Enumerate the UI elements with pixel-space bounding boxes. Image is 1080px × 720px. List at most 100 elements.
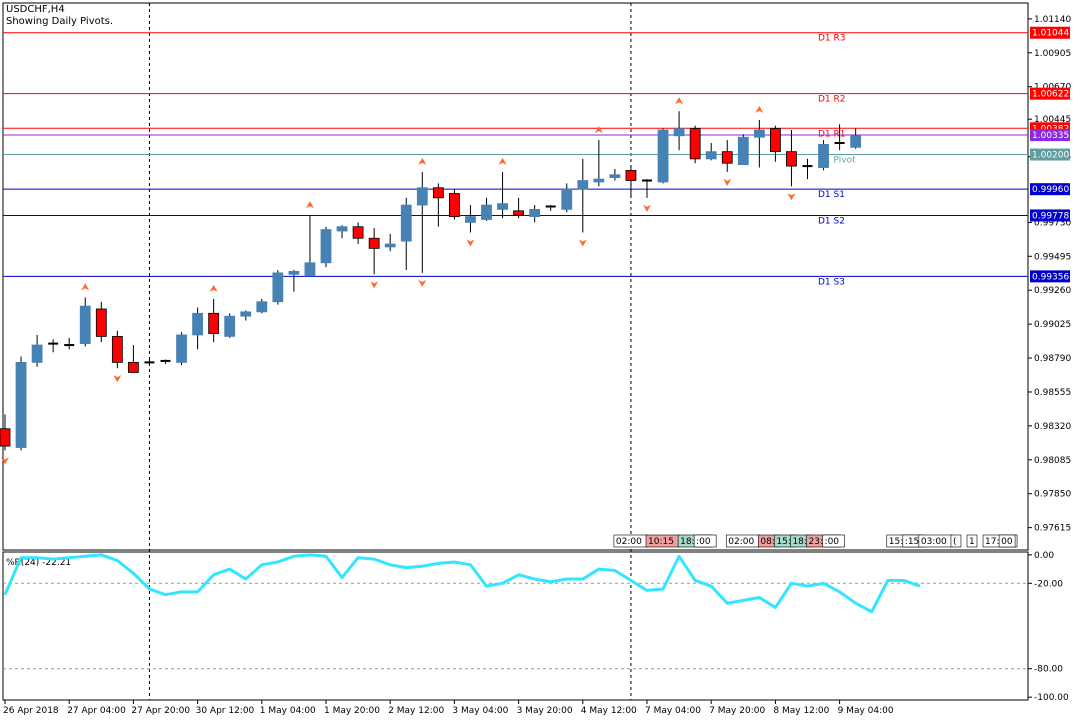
- candle-body: [208, 312, 220, 334]
- candle-body: [111, 335, 123, 363]
- fractal-up-arrow: [418, 157, 427, 165]
- event-tag-box: [693, 534, 717, 548]
- price-tick-label: 0.97850: [1034, 490, 1071, 500]
- candle-body: [721, 151, 733, 164]
- candle-body: [432, 187, 444, 199]
- candle: [192, 307, 204, 350]
- candle: [416, 171, 428, 273]
- pivot-price-tag: 0.99356: [1032, 272, 1069, 282]
- event-tag-label: 03:00: [921, 537, 947, 547]
- event-tag: 10:15: [645, 534, 681, 548]
- fractal-up-arrow: [81, 283, 90, 291]
- candle: [481, 197, 492, 221]
- pivot-line-label: D1 R3: [818, 34, 846, 44]
- fractal-down-arrow: [466, 239, 475, 247]
- price-tick-label: 0.99025: [1034, 320, 1071, 330]
- pivot-price-tag: 1.00622: [1032, 90, 1069, 100]
- fractal-up-arrow: [209, 284, 218, 292]
- candle: [79, 297, 91, 347]
- candle: [770, 125, 781, 162]
- candle-body: [577, 180, 589, 190]
- candle: [272, 270, 284, 305]
- fractal-up-arrow: [305, 201, 314, 209]
- time-tick-label: 3 May 04:00: [452, 706, 508, 716]
- fractal-down-arrow: [787, 193, 796, 201]
- time-tick-label: 1 May 20:00: [324, 706, 380, 716]
- event-tag-box: [950, 534, 962, 548]
- time-tick-label: 26 Apr 2018: [3, 706, 59, 716]
- candle: [352, 222, 364, 245]
- time-tick-label: 9 May 04:00: [838, 706, 894, 716]
- candle: [561, 183, 573, 213]
- price-tick-label: 0.98085: [1034, 456, 1071, 466]
- pivot-line-label: D1 S3: [818, 277, 845, 287]
- candle: [304, 215, 316, 277]
- candle-body: [400, 204, 412, 242]
- event-tag-label: 1: [969, 537, 975, 547]
- pivot-line-label: D1 S1: [818, 190, 845, 200]
- event-tag: :00: [693, 534, 717, 548]
- wpr-tick-label: 0.00: [1034, 551, 1054, 561]
- candle: [64, 337, 75, 350]
- event-tag-label: (: [953, 537, 957, 547]
- candle-body: [497, 203, 508, 210]
- candle-body: [384, 243, 396, 248]
- candle-body: [529, 208, 541, 218]
- pivot-price-tag: 1.00200: [1032, 151, 1069, 161]
- event-tag: 02:00: [613, 534, 649, 548]
- price-tick-label: 0.98790: [1034, 354, 1071, 364]
- pivot-price-tag: 1.01044: [1032, 29, 1069, 39]
- candle-body: [368, 237, 380, 249]
- event-tag-label: :00: [825, 537, 840, 547]
- time-tick-label: 4 May 12:00: [581, 706, 637, 716]
- wpr-tick-label: -20.00: [1034, 579, 1063, 589]
- event-tag-label: 18:: [792, 537, 806, 547]
- candle: [465, 205, 476, 233]
- event-tag-label: 02:00: [616, 537, 642, 547]
- candle: [497, 171, 508, 219]
- time-tick-label: 30 Apr 12:00: [196, 706, 255, 716]
- event-tag-label: 18:30: [680, 537, 706, 547]
- candle-body: [240, 311, 252, 317]
- time-tick-label: 7 May 20:00: [709, 706, 765, 716]
- candle: [689, 125, 701, 164]
- candle-body: [416, 187, 428, 206]
- candle: [208, 298, 220, 343]
- pivot-line-label: D1 Pivot: [818, 156, 856, 166]
- candle: [288, 270, 300, 292]
- event-tag-label: 15:: [776, 537, 790, 547]
- fractal-up-arrow: [755, 105, 764, 113]
- chart-title: USDCHF,H4: [6, 4, 65, 15]
- candle: [850, 128, 862, 149]
- candle: [802, 158, 813, 180]
- candle-body: [465, 216, 476, 223]
- candle: [127, 345, 139, 373]
- candle: [625, 166, 637, 198]
- pivot-price-tag: 0.99778: [1032, 211, 1069, 221]
- candle: [609, 168, 621, 181]
- candle-body: [657, 129, 669, 183]
- event-tag-label: 10:15: [648, 537, 674, 547]
- candle-body: [786, 151, 797, 167]
- candle: [95, 301, 107, 343]
- candle-body: [336, 226, 348, 232]
- fractal-down-arrow: [643, 204, 651, 212]
- event-tag-label: :00: [696, 537, 711, 547]
- price-tick-label: 1.00905: [1034, 49, 1071, 59]
- candle-body: [609, 174, 621, 179]
- bid-price-tag-bg: [1030, 129, 1070, 142]
- candle-body: [850, 135, 862, 148]
- candle-body: [770, 128, 781, 153]
- candle: [176, 332, 187, 366]
- candle: [657, 128, 669, 184]
- event-tag-label: 17:30: [985, 537, 1011, 547]
- wpr-tick-label: -80.00: [1034, 665, 1063, 675]
- pivot-price-tag-bg: [1030, 270, 1070, 283]
- wpr-line: [3, 553, 921, 614]
- fractal-up-arrow: [594, 126, 603, 134]
- candle: [545, 205, 556, 211]
- event-tag: 02:00: [725, 534, 761, 548]
- time-tick-label: 3 May 20:00: [517, 706, 573, 716]
- time-tick-label: 27 Apr 04:00: [67, 706, 126, 716]
